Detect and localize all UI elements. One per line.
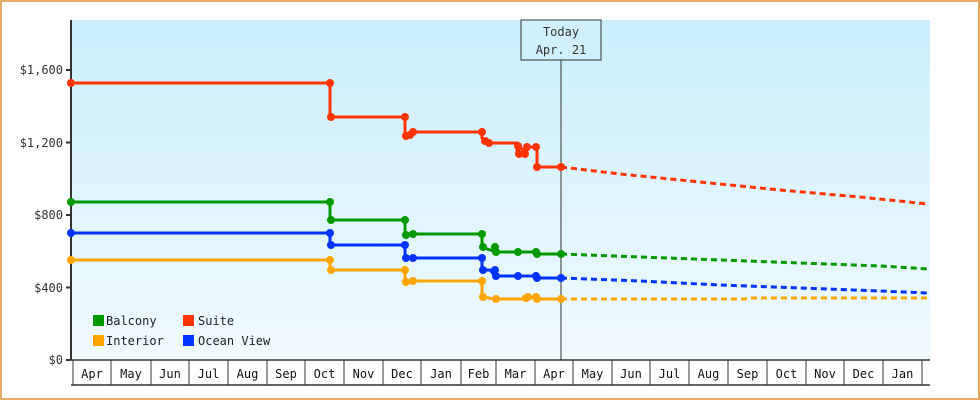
month-label: Oct	[776, 367, 798, 381]
series-ocean-view	[67, 229, 929, 295]
series-suite	[67, 79, 929, 206]
legend-label: Ocean View	[198, 334, 271, 348]
month-label: Jun	[620, 367, 642, 381]
legend-label: Balcony	[106, 314, 157, 328]
series-balcony	[67, 198, 929, 271]
legend-item-interior[interactable]: Interior	[93, 334, 164, 348]
legend-label: Suite	[198, 314, 234, 328]
series-interior	[67, 256, 928, 303]
today-label: Today	[543, 25, 579, 39]
month-label: Nov	[353, 367, 375, 381]
y-tick-label: $0	[49, 353, 63, 367]
month-label: Sep	[275, 367, 297, 381]
month-label: Aug	[698, 367, 720, 381]
month-label: Oct	[314, 367, 336, 381]
today-marker: Today Apr. 21	[520, 19, 602, 360]
month-label: Jan	[430, 367, 452, 381]
y-tick-label: $1,200	[20, 136, 63, 150]
x-axis: Apr May Jun Jul Aug Sep Oct Nov Dec Jan Feb Mar Apr M…	[71, 359, 930, 386]
legend-item-suite[interactable]: Suite	[183, 314, 234, 328]
month-label: Sep	[737, 367, 759, 381]
y-tick-label: $400	[34, 281, 63, 295]
plot-area	[71, 20, 930, 360]
month-label: Apr	[543, 367, 565, 381]
month-label: Dec	[391, 367, 413, 381]
month-label: Feb	[468, 367, 490, 381]
month-label: May	[120, 367, 142, 381]
month-label: Jun	[159, 367, 181, 381]
today-date: Apr. 21	[536, 43, 587, 57]
legend-item-ocean-view[interactable]: Ocean View	[183, 334, 271, 348]
month-label: Mar	[505, 367, 527, 381]
month-label: Jan	[892, 367, 914, 381]
legend-label: Interior	[106, 334, 164, 348]
y-tick-label: $1,600	[20, 63, 63, 77]
month-label: Dec	[853, 367, 875, 381]
month-label: May	[582, 367, 604, 381]
month-label: Nov	[814, 367, 836, 381]
month-label: Jul	[198, 367, 220, 381]
y-tick-label: $800	[34, 208, 63, 222]
legend-item-balcony[interactable]: Balcony	[93, 314, 157, 328]
legend: Balcony Suite Interior Ocean View	[93, 314, 271, 348]
month-label: Aug	[237, 367, 259, 381]
y-ticks: $0 $400 $800 $1,200 $1,600	[20, 63, 71, 367]
month-label: Jul	[659, 367, 681, 381]
month-label: Apr	[81, 367, 103, 381]
